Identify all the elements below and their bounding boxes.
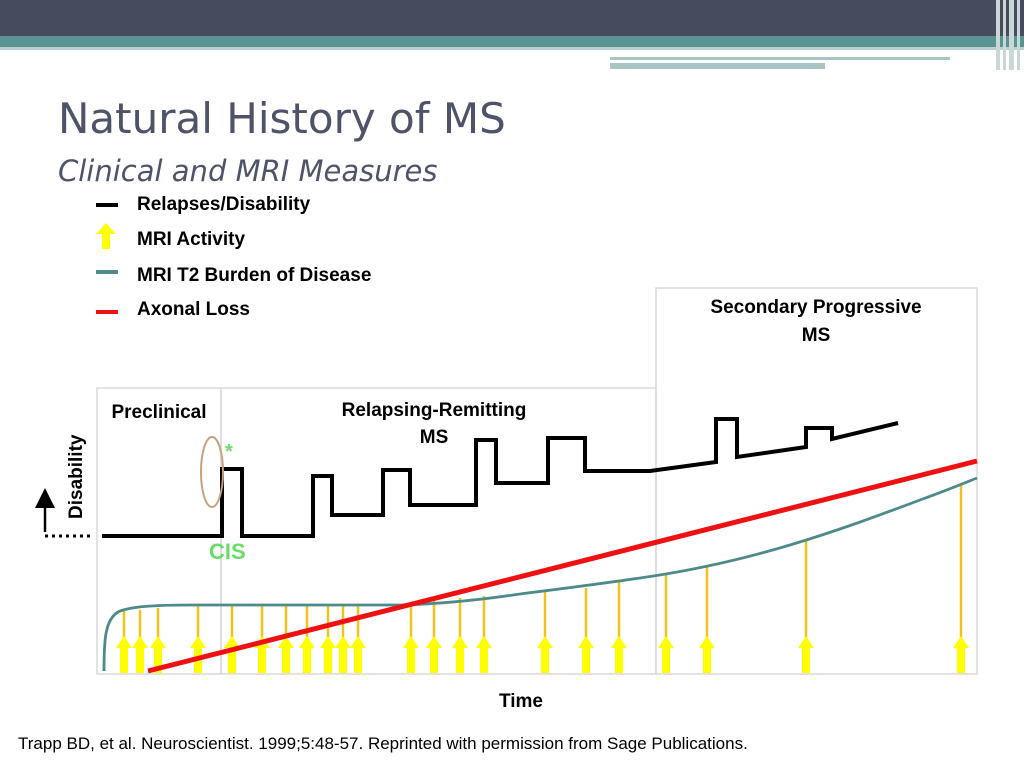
mri-activity-arrow-icon [299,636,315,673]
cis-highlight-oval [200,436,224,508]
mri-activity-arrow-icon [403,636,419,673]
mri-activity-arrow-icon [953,636,969,673]
axonal-loss-line [147,458,978,674]
header-thin-bar [0,47,1024,50]
legend-label-mri-activity: MRI Activity [137,229,246,250]
header-deco-stripes [996,0,1024,70]
secondary-progressive-label: Secondary Progressive [710,297,921,318]
mri-activity-arrow-icon [658,636,674,673]
mri-activity-arrow-icon [798,636,814,673]
citation: Trapp BD, et al. Neuroscientist. 1999;5:… [18,734,748,753]
mri-activity-arrow-icon [132,636,148,673]
mri-activity-arrows [116,485,969,673]
relapsing-remitting-label-ms: MS [420,427,449,448]
t2-burden-curve [102,476,978,672]
x-axis-label: Time [499,691,543,712]
slide-subtitle: Clinical and MRI Measures [58,154,438,188]
mri-activity-arrow-icon [116,636,132,673]
mri-activity-arrow-icon [320,636,336,673]
secondary-progressive-label-ms: MS [802,325,831,346]
header-bar [0,0,1024,36]
teal-line-icon [96,270,118,274]
secondary-progressive-panel [655,287,978,675]
mri-activity-arrow-icon [150,636,166,673]
black-line-icon [96,203,118,207]
yellow-arrow-icon [96,223,116,249]
relapses-disability-line [102,417,899,538]
legend-label-axonal-loss: Axonal Loss [137,299,250,320]
mri-activity-arrow-icon [476,636,492,673]
mri-activity-arrow-icon [350,636,366,673]
mri-activity-arrow-icon [426,636,442,673]
mri-activity-arrow-icon [537,636,553,673]
header-deco-line-2 [610,63,825,69]
mri-activity-arrow-icon [190,636,206,673]
mri-activity-arrow-icon [224,636,240,673]
cis-label: CIS [209,539,246,564]
red-line-icon [96,310,118,314]
mri-activity-arrow-icon [335,636,351,673]
y-axis-label: Disability [66,434,87,519]
mri-activity-arrow-icon [452,636,468,673]
header-deco-line-1 [610,57,950,60]
preclinical-label: Preclinical [111,402,206,423]
cis-asterisk: * [225,441,233,463]
mri-activity-arrow-icon [578,636,594,673]
legend-label-t2-burden: MRI T2 Burden of Disease [137,265,372,286]
legend-label-relapses: Relapses/Disability [137,194,311,215]
mri-activity-arrow-icon [611,636,627,673]
relapsing-remitting-label: Relapsing-Remitting [342,400,527,421]
mri-activity-arrow-icon [278,636,294,673]
slide-title: Natural History of MS [58,94,506,143]
header-accent-bar [0,36,1024,47]
mri-activity-arrow-icon [699,636,715,673]
